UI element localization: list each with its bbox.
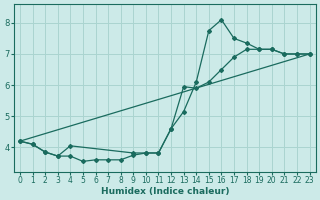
X-axis label: Humidex (Indice chaleur): Humidex (Indice chaleur) [100, 187, 229, 196]
